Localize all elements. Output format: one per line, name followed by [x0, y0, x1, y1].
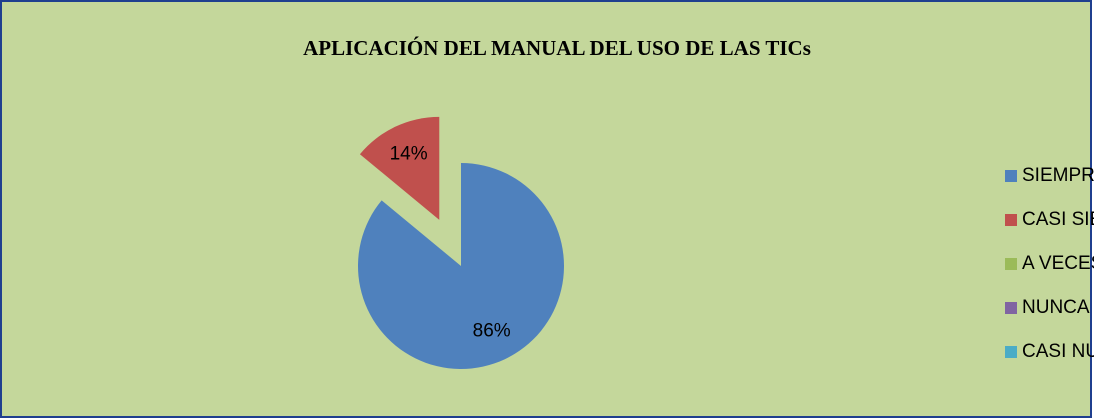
- legend-swatch: [1005, 302, 1017, 314]
- pie-slice: [359, 116, 440, 220]
- legend-swatch: [1005, 170, 1017, 182]
- data-label: 86%: [473, 320, 511, 341]
- pie-slice: [357, 163, 564, 369]
- legend-label: CASI SIEMPRE: [1022, 209, 1094, 230]
- legend-label: CASI NUNCA: [1022, 341, 1094, 362]
- data-label: 14%: [390, 144, 428, 165]
- legend-label: A VECES: [1022, 253, 1094, 274]
- legend-swatch: [1005, 258, 1017, 270]
- chart-title: APLICACIÓN DEL MANUAL DEL USO DE LAS TIC…: [303, 36, 811, 60]
- legend-label: NUNCA: [1022, 297, 1090, 318]
- legend-label: SIEMPRE: [1022, 165, 1094, 186]
- legend-swatch: [1005, 346, 1017, 358]
- legend-swatch: [1005, 214, 1017, 226]
